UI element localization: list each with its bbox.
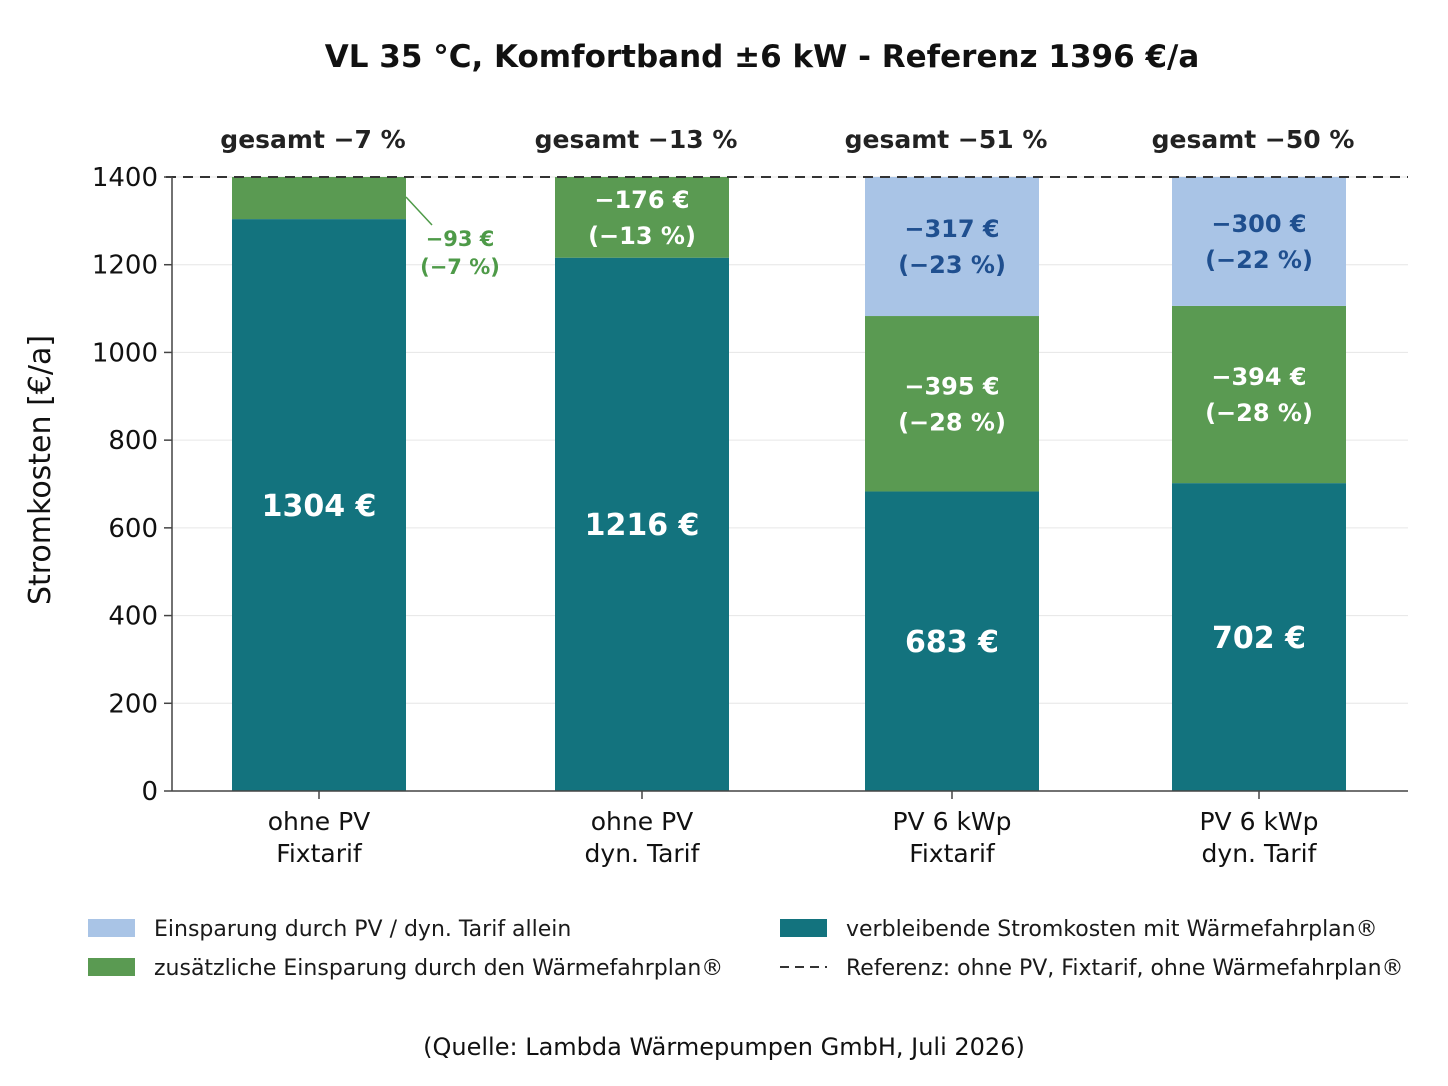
legend-swatch: [88, 919, 135, 937]
bar-segment: [865, 491, 1039, 791]
bar-total-label: gesamt −13 %: [535, 125, 738, 154]
y-tick-label: 1400: [92, 163, 158, 193]
y-tick-label: 800: [108, 426, 158, 456]
bar-segment: [232, 219, 406, 792]
data-label: −394 €: [1211, 363, 1306, 391]
legend-label: Einsparung durch PV / dyn. Tarif allein: [154, 917, 571, 942]
x-tick-label: dyn. Tarif: [1202, 839, 1318, 868]
legend-label: Referenz: ohne PV, Fixtarif, ohne Wärmef…: [846, 956, 1404, 981]
data-label: (−22 %): [1205, 246, 1313, 274]
data-label: (−13 %): [588, 222, 696, 250]
x-tick-label: ohne PV: [268, 807, 371, 836]
data-label: 1216 €: [585, 508, 700, 543]
y-axis-label: Stromkosten [€/a]: [23, 335, 58, 605]
y-tick-label: 1000: [92, 338, 158, 368]
data-label: 1304 €: [262, 489, 377, 524]
annotation-leader-line: [405, 196, 433, 226]
bar-segment: [1172, 177, 1346, 306]
y-tick-label: 1200: [92, 251, 158, 281]
y-tick-label: 600: [108, 514, 158, 544]
bar-segment: [1172, 483, 1346, 791]
legend-swatch: [88, 958, 135, 976]
x-tick-label: PV 6 kWp: [892, 807, 1011, 836]
data-label: (−28 %): [898, 408, 1006, 436]
bar-segment: [865, 316, 1039, 492]
legend-label: zusätzliche Einsparung durch den Wärmefa…: [154, 956, 723, 981]
data-label: −176 €: [594, 186, 689, 214]
data-label: (−23 %): [898, 251, 1006, 279]
data-label: −317 €: [904, 215, 999, 243]
data-label: −300 €: [1211, 210, 1306, 238]
y-tick-label: 0: [141, 777, 158, 807]
legend-label: verbleibende Stromkosten mit Wärmefahrpl…: [846, 917, 1378, 942]
y-tick-label: 200: [108, 689, 158, 719]
data-label: 702 €: [1212, 621, 1306, 656]
x-tick-label: ohne PV: [591, 807, 694, 836]
x-tick-label: dyn. Tarif: [585, 839, 701, 868]
bar-segment: [555, 257, 729, 791]
data-label: (−28 %): [1205, 399, 1313, 427]
bar-segment: [1172, 305, 1346, 484]
bar-segment: [555, 177, 729, 258]
data-label: −93 €: [426, 227, 495, 251]
x-tick-label: Fixtarif: [909, 839, 996, 868]
source-note: (Quelle: Lambda Wärmepumpen GmbH, Juli 2…: [423, 1033, 1025, 1061]
x-tick-label: Fixtarif: [276, 839, 363, 868]
bar-segment: [865, 177, 1039, 317]
data-label: −395 €: [904, 372, 999, 400]
y-tick-label: 400: [108, 602, 158, 632]
bar-total-label: gesamt −51 %: [845, 125, 1048, 154]
legend-swatch: [780, 919, 827, 937]
data-label: 683 €: [905, 625, 999, 660]
bar-total-label: gesamt −50 %: [1152, 125, 1355, 154]
data-label: (−7 %): [420, 255, 500, 279]
x-tick-label: PV 6 kWp: [1199, 807, 1318, 836]
bar-segment: [232, 177, 406, 220]
bar-total-label: gesamt −7 %: [220, 125, 405, 154]
chart-title: VL 35 °C, Komfortband ±6 kW - Referenz 1…: [325, 39, 1200, 75]
